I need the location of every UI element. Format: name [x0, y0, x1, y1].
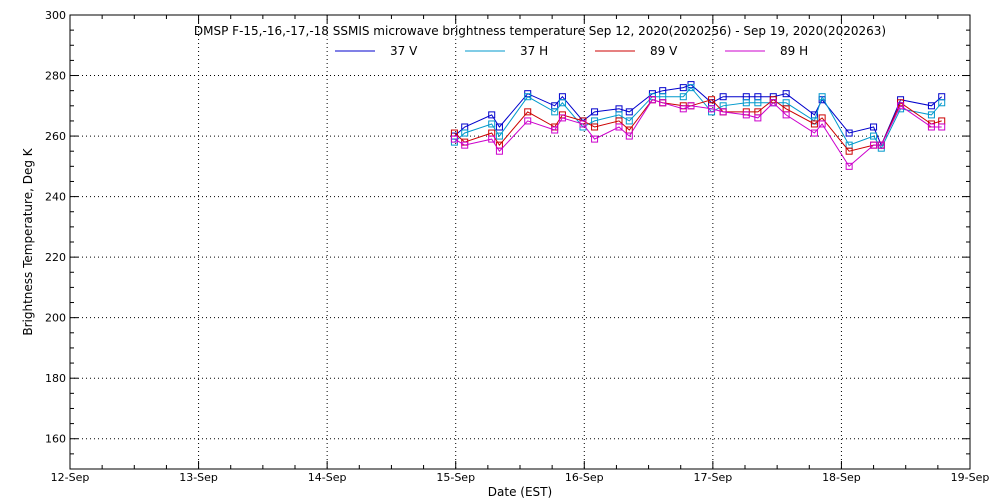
y-tick-label: 260 [45, 130, 66, 143]
data-point [782, 111, 790, 119]
data-point [558, 99, 566, 107]
data-point [591, 108, 599, 116]
x-tick-label: 17-Sep [694, 471, 733, 484]
data-point [845, 129, 853, 137]
y-tick-label: 180 [45, 372, 66, 385]
data-point [679, 105, 687, 113]
data-point [591, 123, 599, 131]
data-point [687, 102, 695, 110]
data-point [648, 96, 656, 104]
data-point [742, 111, 750, 119]
data-point [659, 99, 667, 107]
data-point [810, 129, 818, 137]
data-point [524, 108, 532, 116]
data-point [558, 114, 566, 122]
x-tick-label: 13-Sep [179, 471, 218, 484]
data-point [927, 111, 935, 119]
legend-label: 37 H [520, 44, 548, 58]
data-point [495, 123, 503, 131]
legend-label: 37 V [390, 44, 418, 58]
data-point [551, 108, 559, 116]
data-point [708, 96, 716, 104]
data-point [551, 126, 559, 134]
data-point [870, 141, 878, 149]
data-point [782, 90, 790, 98]
data-point [938, 99, 946, 107]
data-point [615, 123, 623, 131]
grid-layer [70, 15, 970, 469]
data-point [679, 93, 687, 101]
data-point [461, 141, 469, 149]
data-point [754, 99, 762, 107]
data-point [927, 102, 935, 110]
data-point [927, 123, 935, 131]
x-axis-label: Date (EST) [488, 485, 552, 499]
y-tick-label: 240 [45, 191, 66, 204]
data-point [625, 108, 633, 116]
data-point [488, 111, 496, 119]
data-point [870, 123, 878, 131]
y-tick-label: 200 [45, 312, 66, 325]
data-point [524, 93, 532, 101]
data-point [810, 120, 818, 128]
legend: 37 V 37 H 89 V 89 H [335, 44, 808, 58]
legend-label: 89 H [780, 44, 808, 58]
data-point [877, 141, 885, 149]
data-point [818, 93, 826, 101]
y-tick-label: 280 [45, 70, 66, 83]
data-point [742, 99, 750, 107]
x-tick-label: 18-Sep [822, 471, 861, 484]
legend-label: 89 V [650, 44, 678, 58]
x-tick-label: 19-Sep [951, 471, 990, 484]
y-tick-label: 160 [45, 433, 66, 446]
data-point [769, 99, 777, 107]
data-point [524, 117, 532, 125]
x-tick-label: 15-Sep [436, 471, 475, 484]
series-line [454, 86, 943, 150]
x-tick-label: 14-Sep [308, 471, 347, 484]
data-point [845, 147, 853, 155]
y-axis-label: Brightness Temperature, Deg K [21, 147, 35, 335]
data-point [625, 117, 633, 125]
chart-title: DMSP F-15,-16,-17,-18 SSMIS microwave br… [194, 24, 886, 38]
data-point [488, 135, 496, 143]
series-line [454, 99, 942, 168]
y-tick-label: 220 [45, 251, 66, 264]
plot-frame [69, 14, 971, 470]
data-point [579, 120, 587, 128]
data-point [687, 84, 695, 92]
data-point [488, 120, 496, 128]
data-point [708, 105, 716, 113]
x-tick-label: 16-Sep [565, 471, 604, 484]
data-point [495, 132, 503, 140]
data-point [495, 147, 503, 155]
data-point [754, 114, 762, 122]
data-point [719, 108, 727, 116]
data-point [679, 84, 687, 92]
series-line [454, 99, 942, 152]
x-tick-label: 12-Sep [51, 471, 90, 484]
data-point [591, 135, 599, 143]
series-layer [450, 81, 946, 170]
data-point [625, 132, 633, 140]
ticks-layer: 12-Sep 13-Sep 14-Sep 15-Sep 16-Sep 17-Sep 18-S… [45, 9, 989, 484]
data-point [845, 162, 853, 170]
data-point [938, 117, 946, 125]
data-point [938, 123, 946, 131]
data-point [870, 132, 878, 140]
data-point [461, 129, 469, 137]
data-point [818, 120, 826, 128]
data-point [897, 102, 905, 110]
data-point [450, 135, 458, 143]
data-point [719, 93, 727, 101]
y-tick-label: 300 [45, 9, 66, 22]
